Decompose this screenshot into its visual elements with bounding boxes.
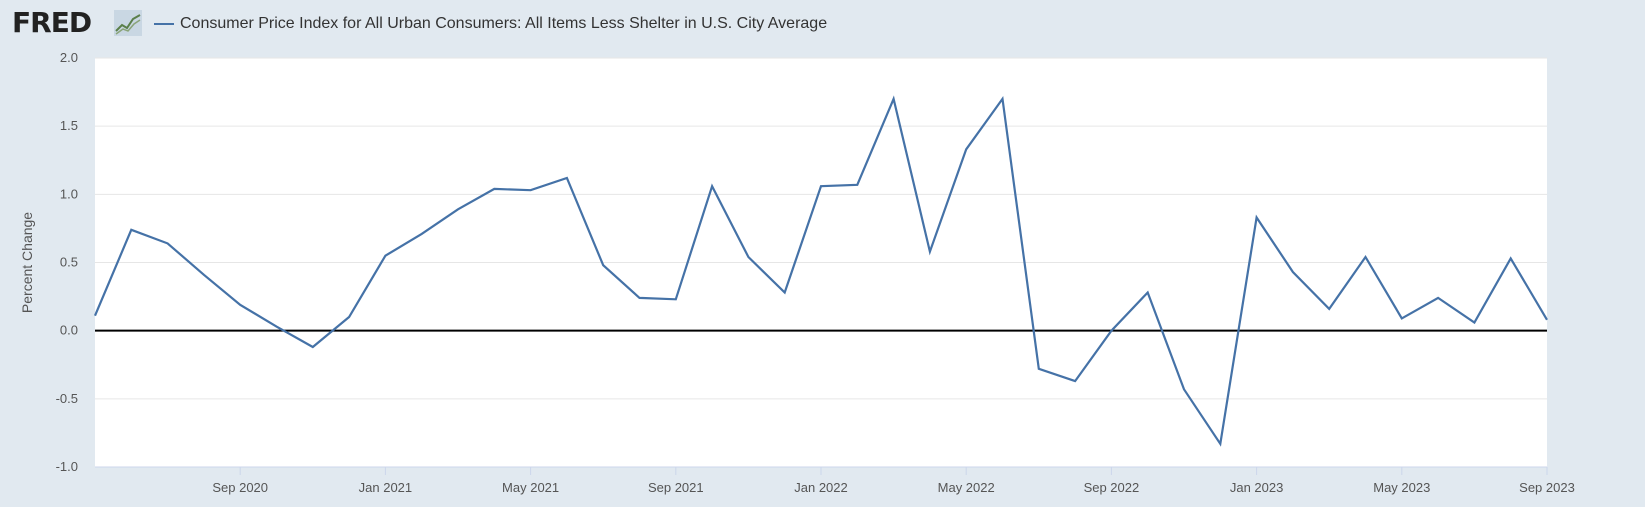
x-tick-label: May 2022 — [938, 480, 995, 495]
y-axis-title: Percent Change — [19, 212, 35, 313]
series-group — [93, 95, 1548, 447]
chart-legend: Consumer Price Index for All Urban Consu… — [154, 12, 827, 36]
x-tick-label: May 2021 — [502, 480, 559, 495]
x-tick-label: Jan 2021 — [359, 480, 413, 495]
y-tick-label: 1.5 — [60, 118, 78, 133]
x-tick-label: Jan 2022 — [794, 480, 848, 495]
x-tick-label: Sep 2021 — [648, 480, 704, 495]
y-tick-label: 0.0 — [60, 323, 78, 338]
x-tick-label: May 2023 — [1373, 480, 1430, 495]
y-axis: -1.0 -0.5 0.0 0.5 1.0 1.5 2.0 — [56, 50, 78, 474]
x-tick-label: Sep 2020 — [212, 480, 268, 495]
legend-series-label[interactable]: Consumer Price Index for All Urban Consu… — [180, 15, 828, 32]
x-axis: Sep 2020 Jan 2021 May 2021 Sep 2021 Jan 2022… — [95, 466, 1575, 495]
y-tick-label: 2.0 — [60, 50, 78, 65]
series-line — [93, 95, 1548, 447]
chart-header: FRED Consumer Price Index for All Urban … — [0, 0, 1645, 48]
x-tick-label: Sep 2023 — [1519, 480, 1575, 495]
y-tick-label: 1.0 — [60, 186, 78, 201]
fred-chart-logo-icon — [114, 10, 142, 36]
x-tick-label: Jan 2023 — [1230, 480, 1284, 495]
y-tick-label: -1.0 — [56, 459, 78, 474]
legend-swatch — [154, 23, 174, 25]
fred-logo[interactable]: FRED — [12, 6, 92, 39]
y-tick-label: -0.5 — [56, 391, 78, 406]
x-tick-label: Sep 2022 — [1084, 480, 1140, 495]
y-tick-label: 0.5 — [60, 255, 78, 270]
